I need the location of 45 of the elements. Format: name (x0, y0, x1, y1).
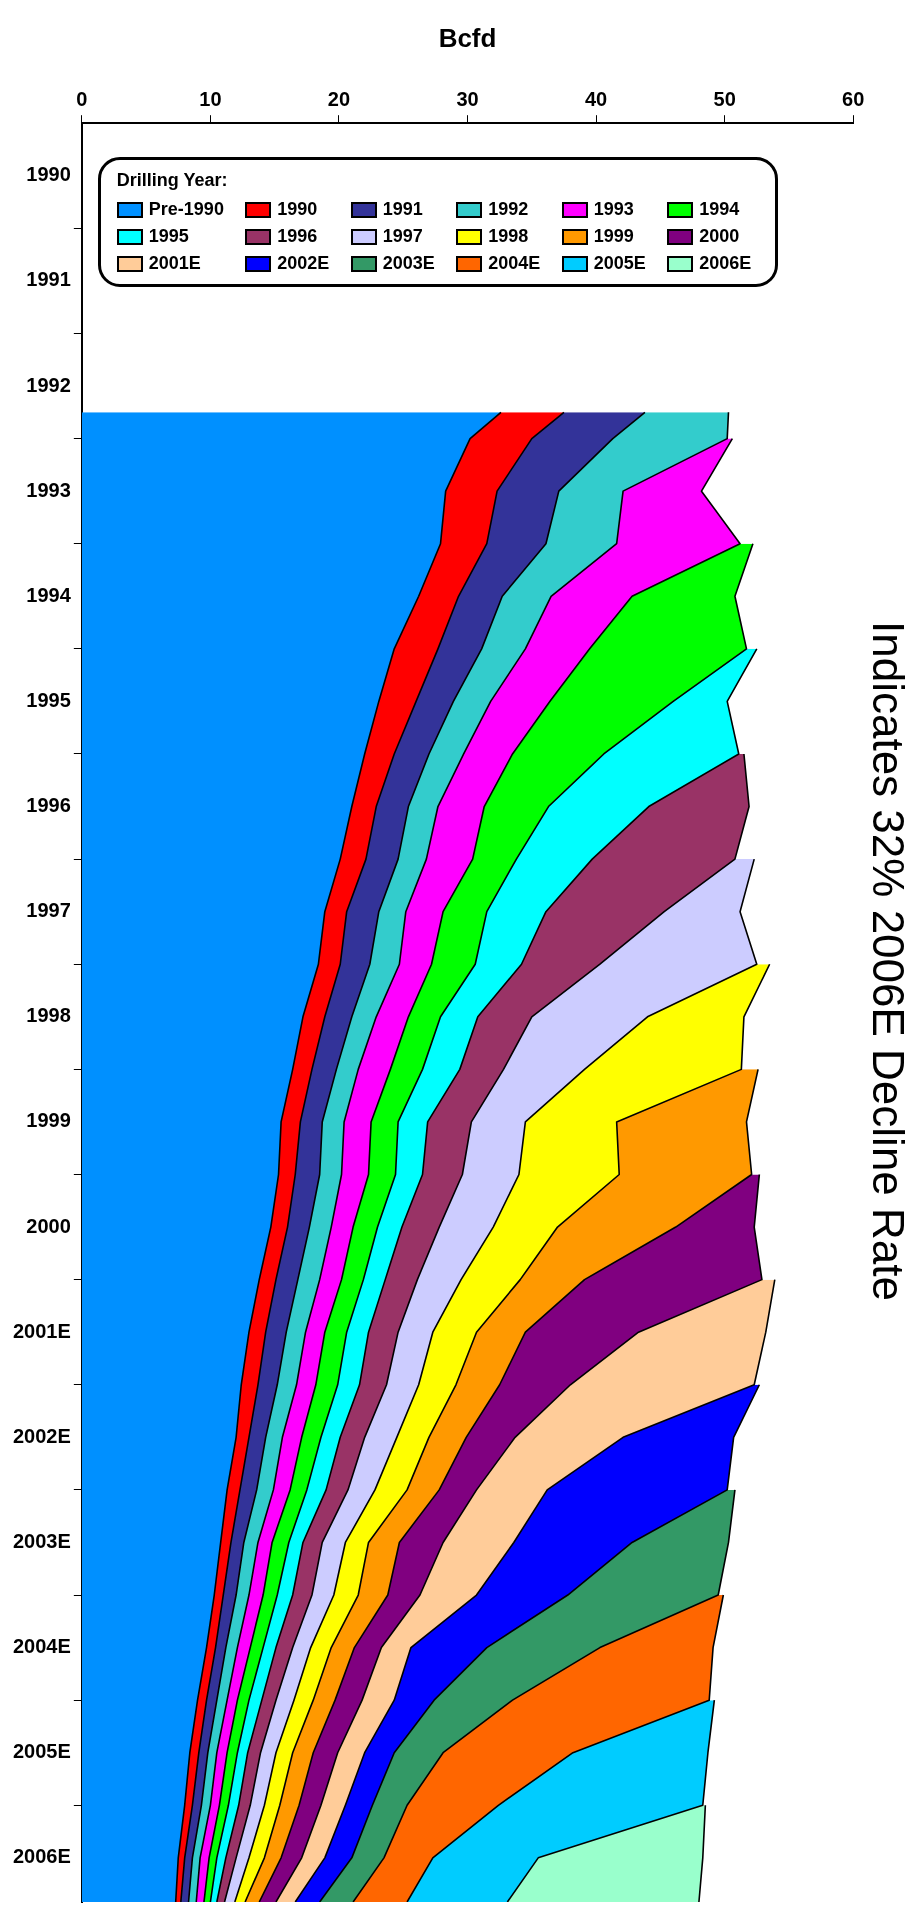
legend-label: 2005E (593, 253, 646, 275)
y-tick-label: 1998 (26, 1004, 71, 1027)
y-tick-label: 2003E (12, 1529, 71, 1552)
legend-label: 2000 (699, 226, 740, 248)
legend-label: 1997 (382, 226, 423, 248)
y-tick-label: 1992 (26, 373, 71, 396)
legend-label: 2003E (382, 253, 435, 275)
y-tick-label: 1994 (26, 583, 72, 606)
legend-label: 1995 (148, 226, 189, 248)
legend-label: 1992 (488, 199, 529, 221)
legend-label: 1999 (593, 226, 634, 248)
y-tick-label: 2000 (26, 1214, 71, 1237)
x-tick-label: 10 (199, 87, 222, 110)
legend-label: 1994 (699, 199, 740, 221)
legend-label: 1998 (488, 226, 529, 248)
legend-title: Drilling Year: (116, 170, 229, 192)
y-tick-label: 1990 (26, 163, 71, 186)
x-tick-label: 0 (76, 87, 88, 110)
y-tick-label: 1993 (26, 478, 71, 501)
legend-label: 1993 (593, 199, 634, 221)
legend-label: 1991 (382, 199, 423, 221)
x-tick-label: 60 (842, 87, 865, 110)
legend-label: 2004E (488, 253, 541, 275)
y-tick-label: 1999 (26, 1109, 71, 1132)
legend-label: 1996 (277, 226, 318, 248)
x-tick-label: 30 (456, 87, 479, 110)
x-tick-label: 50 (713, 87, 736, 110)
legend-label: 1990 (277, 199, 318, 221)
legend-label: 2006E (699, 253, 752, 275)
y-tick-label: 2004E (12, 1635, 71, 1658)
y-tick-label: 1996 (26, 794, 71, 817)
y-tick-label: 1995 (26, 688, 71, 711)
y-tick-label: 2006E (12, 1845, 71, 1868)
x-tick-label: 20 (327, 87, 351, 110)
legend-label: 2001E (148, 253, 201, 275)
y-tick-label: 2005E (12, 1740, 71, 1763)
x-tick-label: 40 (584, 87, 608, 110)
x-axis-title: Bcfd (438, 22, 497, 53)
text: Indicates 32% 2006E Decline Rate (864, 621, 914, 1301)
legend-label: Pre-1990 (148, 199, 224, 221)
y-tick-label: 2002E (12, 1424, 71, 1447)
y-tick-label: 1997 (26, 899, 71, 922)
y-tick-label: 1991 (26, 268, 71, 291)
legend-label: 2002E (277, 253, 330, 275)
y-tick-label: 2001E (12, 1319, 71, 1342)
